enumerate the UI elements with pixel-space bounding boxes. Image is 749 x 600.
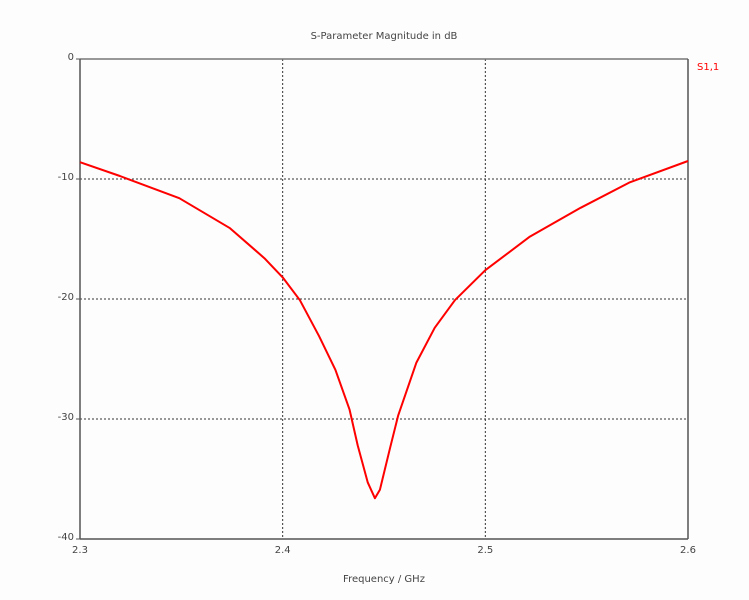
y-tick-label: -10: [58, 172, 74, 183]
x-tick-label: 2.5: [477, 545, 493, 556]
x-tick-label: 2.3: [72, 545, 88, 556]
y-tick-label: -30: [58, 412, 74, 423]
x-axis-label: Frequency / GHz: [343, 574, 425, 585]
grid: [80, 59, 688, 539]
tick-labels: 2.3 2.4 2.5 2.6 0 -10 -20 -30 -40: [58, 52, 696, 556]
legend: S1,1: [697, 62, 719, 73]
series-group: [79, 160, 689, 500]
axes: [76, 58, 689, 540]
y-tick-label: -40: [58, 532, 74, 543]
chart-title: S-Parameter Magnitude in dB: [311, 31, 458, 42]
y-tick-label: -20: [58, 292, 74, 303]
series-line-s11: [79, 160, 689, 500]
legend-entry: S1,1: [697, 62, 719, 73]
x-tick-label: 2.6: [680, 545, 696, 556]
y-tick-label: 0: [68, 52, 74, 63]
x-tick-label: 2.4: [275, 545, 291, 556]
